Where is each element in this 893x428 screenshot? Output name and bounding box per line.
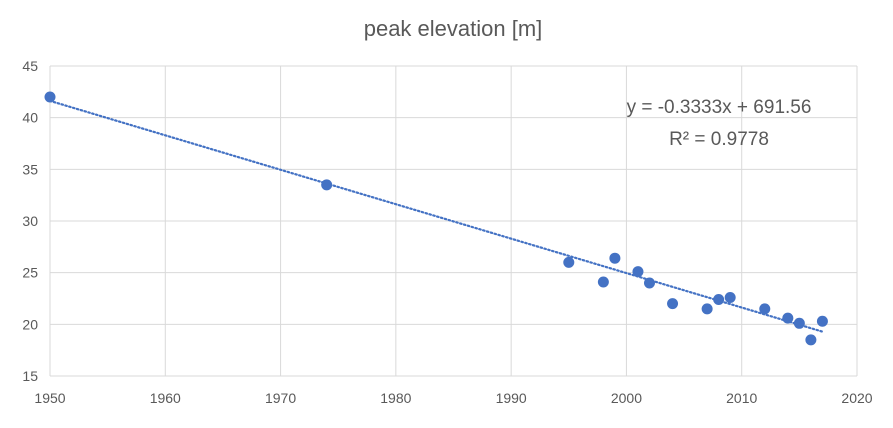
data-point	[713, 294, 725, 306]
chart-title: peak elevation [m]	[364, 16, 543, 41]
data-point	[632, 266, 644, 278]
data-point	[701, 303, 713, 315]
trendline-r-squared: R² = 0.9778	[669, 129, 769, 150]
x-tick-label: 1960	[150, 390, 181, 406]
data-point	[643, 277, 655, 289]
x-tick-label: 2010	[726, 390, 757, 406]
y-tick-label: 35	[22, 161, 38, 177]
y-tick-label: 45	[22, 58, 38, 74]
data-point	[44, 91, 56, 103]
y-tick-label: 30	[22, 213, 38, 229]
data-points	[44, 91, 828, 346]
trendline-equation: y = -0.3333x + 691.56	[627, 97, 812, 118]
data-point	[321, 179, 333, 191]
data-point	[667, 298, 679, 310]
data-point	[724, 291, 736, 303]
data-point	[816, 315, 828, 327]
x-axis-tick-labels: 1950 1960 1970 1980 1990 2000 2010 2020	[34, 390, 872, 406]
y-axis-tick-labels: 15 20 25 30 35 40 45	[22, 58, 38, 384]
data-point	[759, 303, 771, 315]
y-tick-label: 25	[22, 265, 38, 281]
x-tick-label: 1970	[265, 390, 296, 406]
data-point	[609, 252, 621, 264]
x-tick-label: 2000	[611, 390, 642, 406]
y-tick-label: 15	[22, 368, 38, 384]
data-point	[597, 276, 609, 288]
data-point	[793, 317, 805, 329]
y-tick-label: 40	[22, 110, 38, 126]
data-point	[805, 334, 817, 346]
x-tick-label: 2020	[841, 390, 872, 406]
x-tick-label: 1990	[496, 390, 527, 406]
data-point	[563, 256, 575, 268]
x-tick-label: 1950	[34, 390, 65, 406]
y-tick-label: 20	[22, 316, 38, 332]
trendline-layer	[48, 99, 824, 333]
x-tick-label: 1980	[380, 390, 411, 406]
gridlines	[49, 65, 858, 377]
linear-trendline	[48, 99, 824, 333]
data-point	[782, 312, 794, 324]
